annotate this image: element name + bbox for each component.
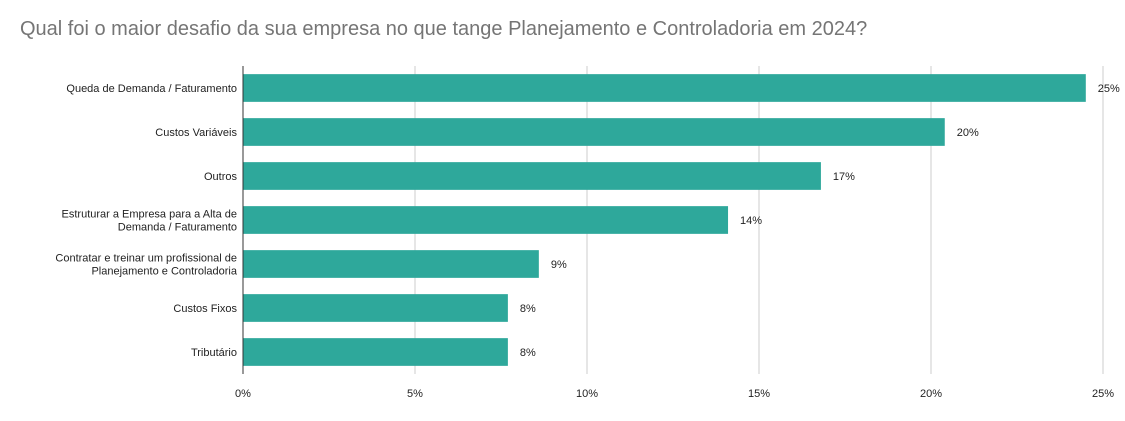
category-label: Planejamento e Controladoria [91,266,237,278]
x-tick-label: 0% [235,388,251,400]
bar [243,294,508,322]
bar [243,162,821,190]
data-label: 20% [957,127,979,139]
category-label: Custos Fixos [173,303,237,315]
category-label: Custos Variáveis [155,127,237,139]
category-label: Tributário [191,347,237,359]
category-label: Queda de Demanda / Faturamento [66,83,237,95]
chart-title: Qual foi o maior desafio da sua empresa … [20,18,868,40]
category-label: Outros [204,171,238,183]
category-label: Estruturar a Empresa para a Alta de [62,209,237,221]
bar [243,338,508,366]
x-tick-label: 20% [920,388,942,400]
data-label: 25% [1098,83,1120,95]
bar [243,206,729,234]
data-label: 8% [520,303,536,315]
x-tick-label: 5% [407,388,423,400]
x-tick-label: 15% [748,388,770,400]
bar [243,118,945,146]
x-tick-label: 10% [576,388,598,400]
x-tick-label: 25% [1092,388,1114,400]
bar [243,250,539,278]
category-label: Contratar e treinar um profissional de [55,253,237,265]
data-label: 17% [833,171,855,183]
data-label: 14% [740,215,762,227]
data-label: 8% [520,347,536,359]
data-label: 9% [551,259,567,271]
category-label: Demanda / Faturamento [118,222,237,234]
bar [243,74,1086,102]
